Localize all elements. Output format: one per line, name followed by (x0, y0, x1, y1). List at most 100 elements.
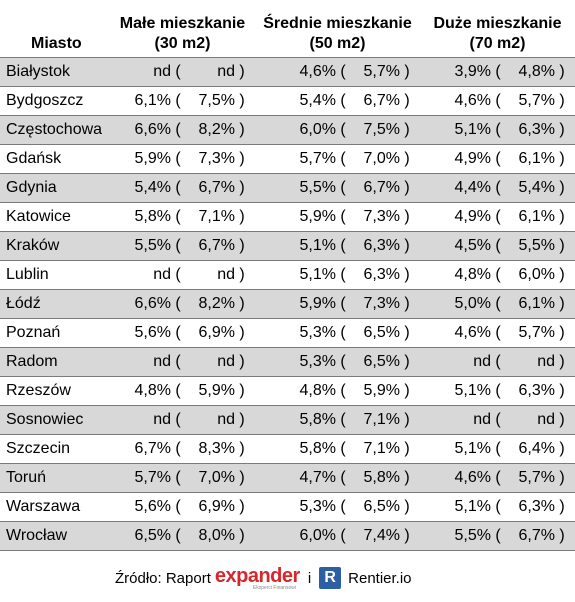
paren-open: ( (340, 498, 346, 515)
paren-open: ( (175, 237, 181, 254)
paren-open: ( (340, 121, 346, 138)
paren-close: ) (239, 411, 245, 428)
paren-close: ) (559, 469, 565, 486)
paren-close: ) (404, 208, 410, 225)
net-yield-value: nd (473, 411, 491, 428)
paren-close: ) (239, 527, 245, 544)
table-row: Sosnowiec nd(nd) 5,8%(7,1%) nd(nd) (0, 405, 575, 435)
net-yield-value: 6,6% (134, 295, 171, 312)
gross-yield-value: 7,5% (363, 121, 400, 138)
yield-cell-large: 5,5%(6,7%) (420, 521, 575, 551)
paren-close: ) (404, 63, 410, 80)
table-row: Bydgoszcz 6,1%(7,5%) 5,4%(6,7%) 4,6%(5,7%) (0, 86, 575, 116)
city-name: Warszawa (0, 492, 110, 522)
yield-cell-medium: 5,5%(6,7%) (255, 173, 420, 203)
paren-open: ( (340, 179, 346, 196)
gross-yield-value: 6,7% (363, 92, 400, 109)
net-yield-value: 5,3% (299, 353, 336, 370)
paren-close: ) (404, 469, 410, 486)
paren-open: ( (340, 63, 346, 80)
paren-close: ) (239, 179, 245, 196)
gross-yield-value: nd (217, 266, 235, 283)
paren-open: ( (495, 92, 501, 109)
paren-close: ) (404, 411, 410, 428)
paren-open: ( (340, 266, 346, 283)
gross-yield-value: 5,4% (518, 179, 555, 196)
paren-open: ( (175, 440, 181, 457)
paren-close: ) (404, 498, 410, 515)
expander-logo-text: xpander (225, 564, 301, 587)
city-name: Radom (0, 347, 110, 377)
yield-cell-large: 4,5%(5,5%) (420, 231, 575, 261)
city-name: Lublin (0, 260, 110, 290)
paren-open: ( (175, 295, 181, 312)
paren-close: ) (559, 150, 565, 167)
paren-close: ) (239, 498, 245, 515)
net-yield-value: 6,1% (134, 92, 171, 109)
city-name: Sosnowiec (0, 405, 110, 435)
rental-yield-table: Miasto Małe mieszkanie (30 m2) Średnie m… (0, 14, 575, 551)
yield-cell-medium: 4,6%(5,7%) (255, 57, 420, 87)
paren-open: ( (340, 440, 346, 457)
paren-close: ) (559, 324, 565, 341)
paren-open: ( (175, 150, 181, 167)
gross-yield-value: 6,1% (518, 150, 555, 167)
expander-logo-e: e (214, 564, 226, 587)
paren-open: ( (340, 353, 346, 370)
paren-close: ) (559, 440, 565, 457)
city-name: Wrocław (0, 521, 110, 551)
gross-yield-value: nd (217, 353, 235, 370)
city-name: Kraków (0, 231, 110, 261)
paren-open: ( (340, 324, 346, 341)
gross-yield-value: nd (537, 353, 555, 370)
paren-open: ( (340, 150, 346, 167)
yield-cell-large: 4,6%(5,7%) (420, 86, 575, 116)
gross-yield-value: 7,5% (198, 92, 235, 109)
rentier-name: Rentier.io (348, 569, 412, 587)
yield-cell-medium: 5,8%(7,1%) (255, 434, 420, 464)
paren-close: ) (404, 92, 410, 109)
paren-close: ) (239, 92, 245, 109)
expander-logo: expander Eksperci Finansowi (215, 566, 300, 591)
gross-yield-value: 6,3% (363, 266, 400, 283)
paren-close: ) (239, 324, 245, 341)
city-name: Gdynia (0, 173, 110, 203)
net-yield-value: 6,7% (134, 440, 171, 457)
table-row: Gdańsk 5,9%(7,3%) 5,7%(7,0%) 4,9%(6,1%) (0, 144, 575, 174)
source-footer: Źródło: Raport expander Eksperci Finanso… (115, 564, 412, 592)
table-row: Szczecin 6,7%(8,3%) 5,8%(7,1%) 5,1%(6,4%) (0, 434, 575, 464)
yield-cell-large: 4,8%(6,0%) (420, 260, 575, 290)
table-row: Kraków 5,5%(6,7%) 5,1%(6,3%) 4,5%(5,5%) (0, 231, 575, 261)
paren-open: ( (495, 266, 501, 283)
gross-yield-value: 6,4% (518, 440, 555, 457)
paren-close: ) (239, 469, 245, 486)
paren-open: ( (495, 469, 501, 486)
yield-cell-large: 3,9%(4,8%) (420, 57, 575, 87)
net-yield-value: 4,4% (454, 179, 491, 196)
yield-cell-small: 6,1%(7,5%) (110, 86, 255, 116)
paren-open: ( (495, 324, 501, 341)
city-name: Szczecin (0, 434, 110, 464)
gross-yield-value: nd (217, 411, 235, 428)
yield-cell-small: 5,8%(7,1%) (110, 202, 255, 232)
net-yield-value: 5,4% (299, 92, 336, 109)
gross-yield-value: 6,7% (518, 527, 555, 544)
table-row: Warszawa 5,6%(6,9%) 5,3%(6,5%) 5,1%(6,3%) (0, 492, 575, 522)
paren-close: ) (559, 237, 565, 254)
paren-close: ) (404, 150, 410, 167)
paren-close: ) (559, 208, 565, 225)
gross-yield-value: 8,2% (198, 295, 235, 312)
yield-cell-medium: 5,7%(7,0%) (255, 144, 420, 174)
yield-cell-medium: 6,0%(7,4%) (255, 521, 420, 551)
gross-yield-value: 5,7% (518, 92, 555, 109)
table-row: Łódź 6,6%(8,2%) 5,9%(7,3%) 5,0%(6,1%) (0, 289, 575, 319)
yield-cell-large: nd(nd) (420, 405, 575, 435)
gross-yield-value: 5,9% (363, 382, 400, 399)
gross-yield-value: nd (537, 411, 555, 428)
gross-yield-value: 7,3% (198, 150, 235, 167)
net-yield-value: nd (473, 353, 491, 370)
table-row: Lublin nd(nd) 5,1%(6,3%) 4,8%(6,0%) (0, 260, 575, 290)
yield-cell-small: 5,7%(7,0%) (110, 463, 255, 493)
net-yield-value: nd (153, 353, 171, 370)
